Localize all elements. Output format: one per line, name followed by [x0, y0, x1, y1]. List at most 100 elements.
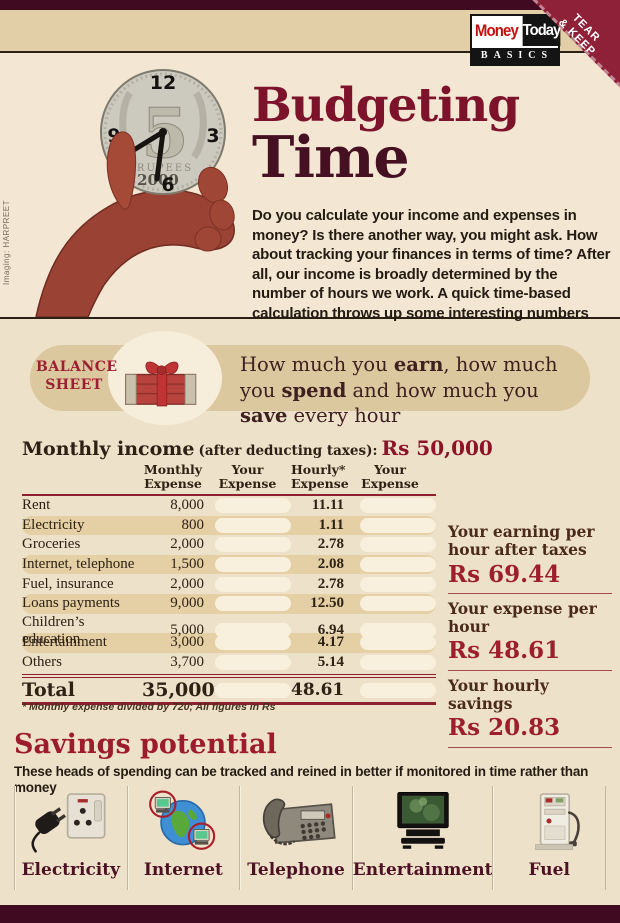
category-panel: Fuel	[492, 786, 607, 890]
pre-total-rule	[22, 674, 436, 679]
headline-seg: , how much you	[240, 353, 558, 402]
moneytoday-logo: Money Today BASICS	[470, 14, 561, 66]
stat-block: Your earning per hour after taxes Rs 69.…	[448, 522, 612, 594]
your-expense-blank	[215, 682, 291, 698]
table-header-row: Monthly Expense Your Expense Hourly* Expens…	[22, 463, 436, 494]
hourly-expense-value: 12.50	[310, 595, 344, 612]
table-row: Entertainment 3,000 4.17	[22, 633, 436, 653]
expense-table: Monthly Expense Your Expense Hourly* Expens…	[22, 463, 436, 706]
your-expense-blank	[360, 557, 436, 573]
your-expense-blank	[215, 557, 291, 573]
category-panel: Internet	[126, 786, 240, 890]
logo-basics-text: BASICS	[472, 48, 558, 64]
page-title-line2: Time	[252, 123, 410, 191]
income-note: (after deducting taxes):	[198, 443, 378, 459]
header-hourly-expense: Hourly* Expense	[291, 462, 349, 491]
table-row: Rent 8,000 11.11	[22, 496, 436, 516]
hourly-expense-value: 2.78	[317, 536, 344, 553]
headline-seg: and how much you	[346, 378, 539, 402]
hourly-expense-value: 2.08	[317, 556, 344, 573]
headline-seg: every hour	[287, 404, 401, 428]
plug-socket-icon	[31, 793, 106, 853]
your-expense-blank	[360, 655, 436, 671]
hourly-expense-value: 4.17	[317, 634, 344, 651]
category-panel: Entertainment	[351, 786, 493, 890]
your-expense-blank	[360, 623, 436, 639]
row-label: Loans payments	[22, 595, 120, 612]
hourly-expense-value: 5.14	[317, 654, 344, 671]
money-bundle-icon	[125, 361, 197, 407]
clock-3: 3	[206, 125, 219, 147]
row-label: Fuel, insurance	[22, 575, 114, 592]
savings-subtitle: These heads of spending can be tracked a…	[14, 764, 589, 796]
your-expense-blank	[360, 635, 436, 651]
category-strip: Electricity	[14, 786, 607, 890]
balance-label-line1: BALANCE	[36, 359, 118, 375]
monthly-expense-value: 2,000	[170, 575, 204, 592]
hourly-expense-value: 6.94	[317, 622, 344, 639]
total-hourly-value: 48.61	[291, 680, 345, 701]
monthly-expense-value: 1,500	[170, 556, 204, 573]
your-expense-blank	[360, 596, 436, 612]
clock-12: 12	[150, 72, 176, 94]
stat-block: Your expense per hour Rs 48.61	[448, 598, 612, 671]
category-label: Telephone	[247, 860, 345, 880]
table-row: Fuel, insurance 2,000 2.78	[22, 574, 436, 594]
table-bottom-rule	[22, 702, 436, 706]
intro-paragraph: Do you calculate your income and expense…	[252, 207, 611, 322]
table-row: Internet, telephone 1,500 2.08	[22, 554, 436, 575]
fuel-pump-icon	[535, 793, 580, 851]
balance-sheet-label: BALANCE SHEET	[36, 359, 118, 394]
your-expense-blank	[215, 623, 291, 639]
coin-rupees: RUPEES	[137, 163, 193, 174]
headline-save: save	[240, 404, 288, 428]
hourly-expense-value: 11.11	[311, 497, 344, 514]
table-row: Groceries 2,000 2.78	[22, 535, 436, 555]
stat-block: Your hourly savings Rs 20.83	[448, 676, 612, 748]
stat-value: Rs 48.61	[448, 637, 561, 665]
desk-phone-icon	[262, 798, 336, 846]
monthly-expense-value: 3,000	[170, 634, 204, 651]
income-label: Monthly income	[22, 438, 195, 460]
hourly-stats: Your earning per hour after taxes Rs 69.…	[448, 522, 612, 754]
category-label: Entertainment	[352, 860, 493, 880]
money-bundle-medallion	[108, 331, 222, 425]
stat-value: Rs 69.44	[448, 560, 561, 588]
your-expense-blank	[215, 596, 291, 612]
category-label: Internet	[143, 860, 223, 880]
globe-monitors-icon	[149, 790, 216, 850]
row-label: Groceries	[22, 536, 81, 553]
table-row: Loans payments 9,000 12.50	[22, 593, 436, 614]
savings-title: Savings potential	[14, 729, 277, 760]
masthead-divider	[0, 51, 620, 53]
logo-money-text: Money	[474, 16, 519, 46]
bottom-bar	[0, 905, 620, 923]
header-your-expense-1: Your Expense	[218, 462, 277, 491]
stat-label: Your expense per hour	[448, 598, 597, 637]
row-label: Entertainment	[22, 634, 107, 651]
headline-spend: spend	[281, 378, 347, 402]
stat-label: Your earning per hour after taxes	[448, 522, 595, 560]
your-expense-blank	[215, 655, 291, 671]
hourly-expense-value: 2.78	[317, 575, 344, 592]
hand-coin-clock-photo: 5 RUPEES 2000 12 3 6 9	[35, 69, 235, 317]
monthly-expense-value: 800	[181, 516, 205, 533]
headline-earn: earn	[393, 353, 444, 376]
hand-fingers	[194, 166, 235, 252]
your-expense-blank	[360, 517, 436, 533]
balance-label-line2: SHEET	[45, 376, 103, 393]
row-label: Internet, telephone	[22, 556, 135, 573]
your-expense-blank	[360, 537, 436, 553]
category-label: Fuel	[528, 860, 570, 880]
clock-6: 6	[161, 174, 174, 196]
monthly-expense-value: 5,000	[170, 622, 204, 639]
total-row: Total 35,000 48.61	[22, 678, 436, 702]
row-label: Children’s education	[22, 613, 85, 647]
your-expense-blank	[215, 576, 291, 592]
category-panel: Telephone	[239, 786, 352, 890]
your-expense-blank	[215, 537, 291, 553]
header-divider	[0, 317, 620, 319]
monthly-expense-value: 9,000	[170, 595, 204, 612]
tv-icon	[396, 791, 449, 849]
table-header-rule	[22, 494, 436, 496]
